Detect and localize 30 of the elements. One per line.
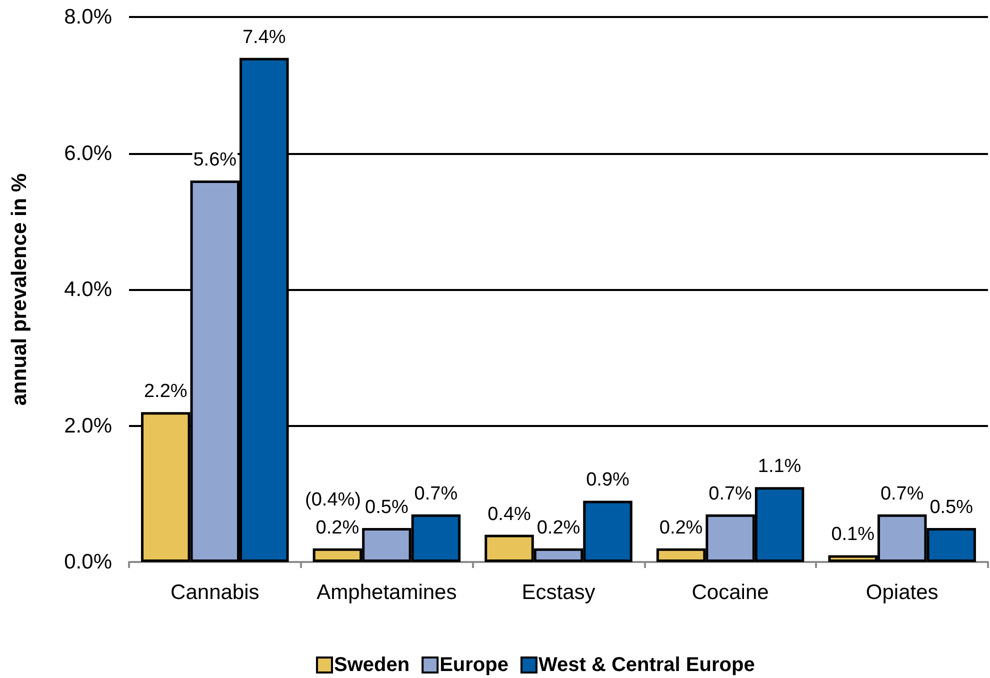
data-label: 1.1% <box>758 456 802 478</box>
y-tick-label: 2.0% <box>64 414 112 438</box>
data-label: 0.2% <box>316 517 360 538</box>
data-label: 0.9% <box>586 470 630 491</box>
y-tick-label: 6.0% <box>64 142 112 165</box>
legend-label: Sweden <box>334 654 410 676</box>
y-tick-label: 0.0% <box>64 550 112 574</box>
data-label: 0.5% <box>930 496 974 518</box>
data-label: 2.2% <box>144 381 188 402</box>
x-tick-label: Opiates <box>866 581 938 604</box>
data-label: 5.6% <box>193 150 237 170</box>
data-label: 0.4% <box>488 504 532 525</box>
y-tick-label: 4.0% <box>64 278 112 301</box>
x-tick-label: Ecstasy <box>522 581 596 604</box>
data-label: 0.1% <box>831 524 875 546</box>
legend-label: West & Central Europe <box>538 654 755 676</box>
data-label: 0.7% <box>880 483 924 504</box>
y-tick-label: 8.0% <box>64 6 112 28</box>
data-label: 0.7% <box>708 483 752 504</box>
data-label: 0.7% <box>414 483 458 504</box>
x-tick-label: Cocaine <box>692 581 769 604</box>
legend-label: Europe <box>440 654 508 676</box>
data-label: 0.5% <box>365 496 408 518</box>
x-tick-label: Amphetamines <box>316 581 457 604</box>
x-tick-label: Cannabis <box>170 581 260 604</box>
data-label: 0.2% <box>659 517 703 538</box>
annotation: (0.4%) <box>305 490 361 510</box>
data-label: 7.4% <box>242 26 286 48</box>
y-axis-title: annual prevalence in % <box>8 173 31 406</box>
data-label: 0.2% <box>536 517 580 538</box>
